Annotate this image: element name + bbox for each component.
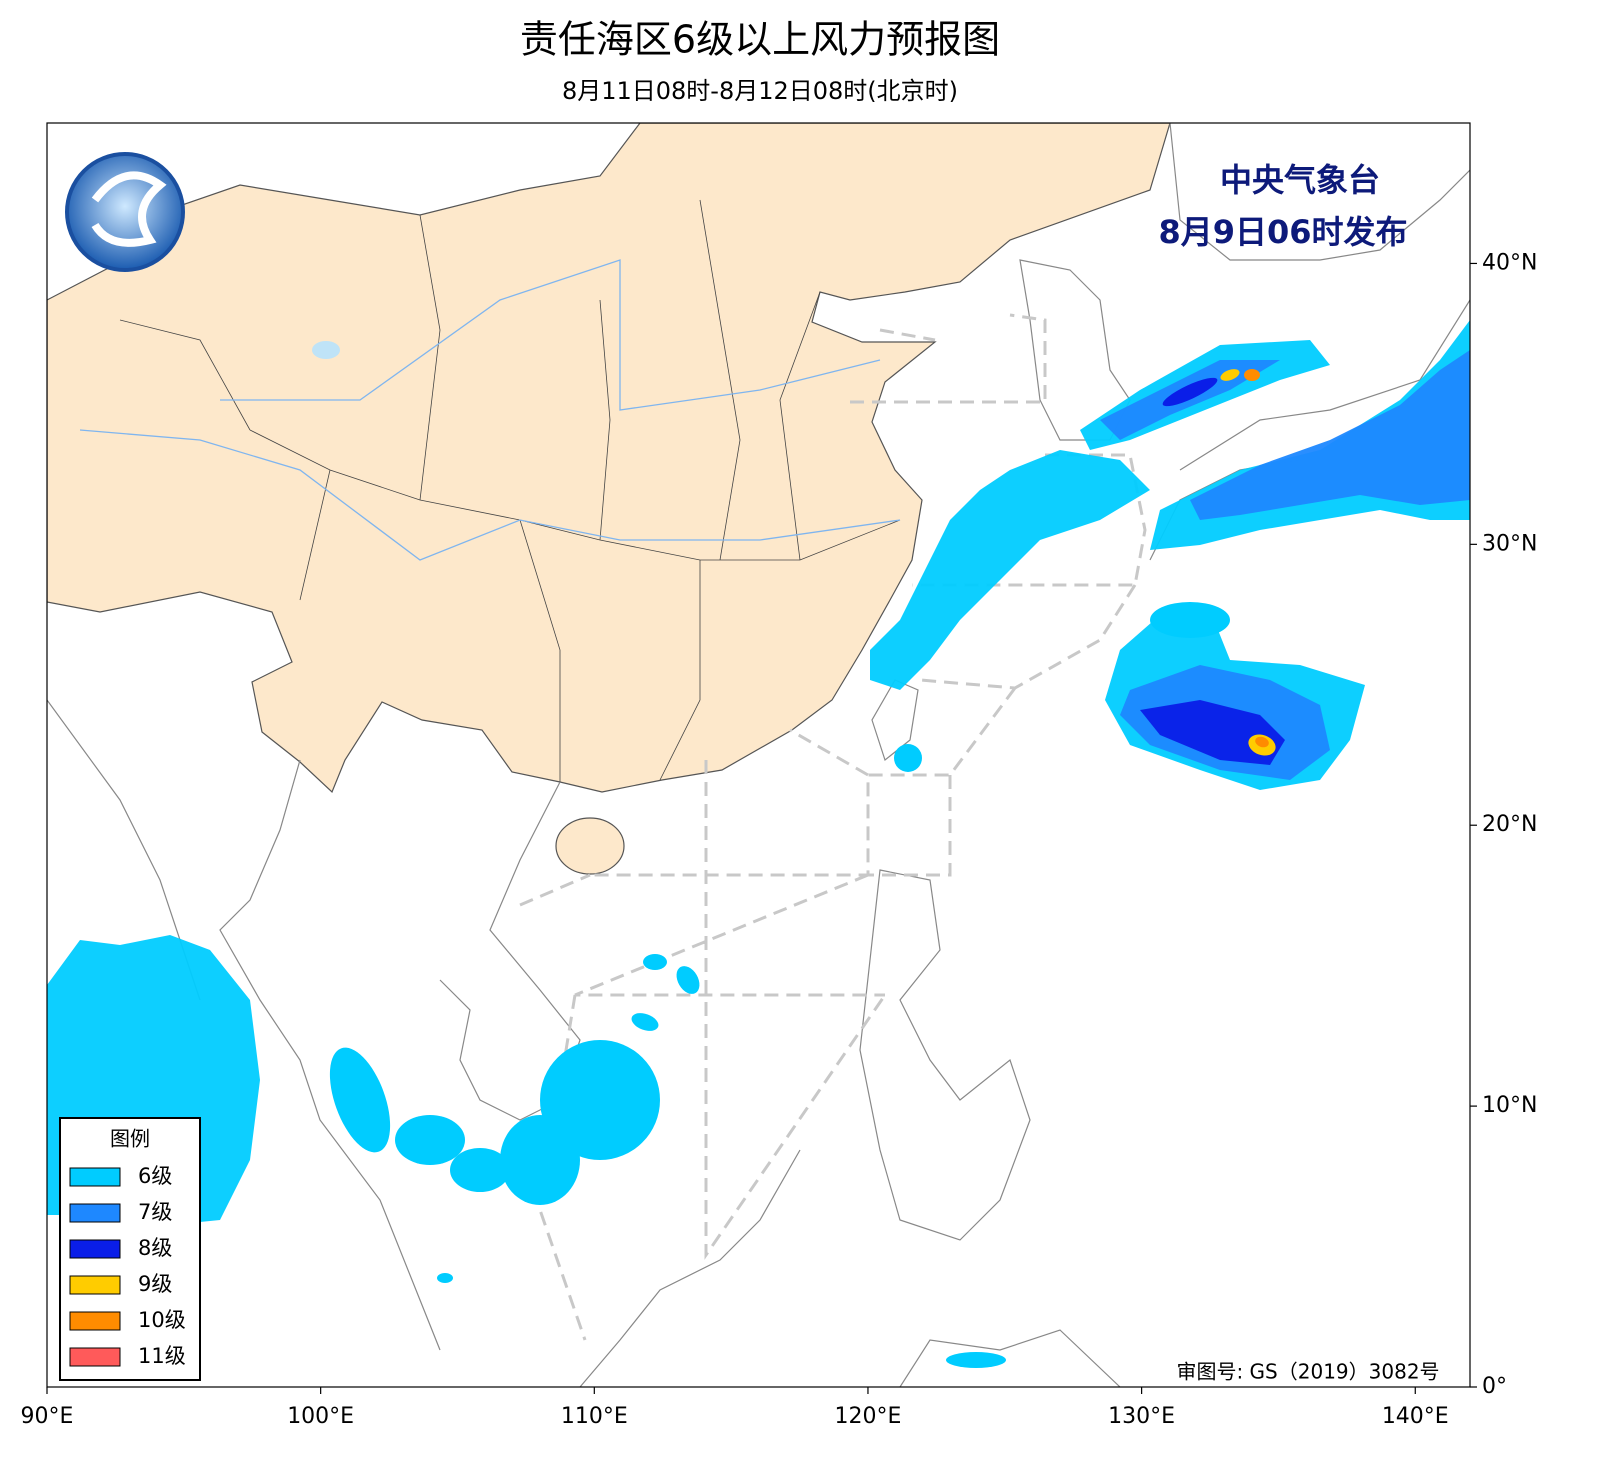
wind-area [540, 1040, 660, 1160]
legend-label: 7级 [138, 1200, 172, 1224]
wind-area [631, 1013, 659, 1031]
wind-area [1162, 377, 1218, 407]
review-number: 审图号: GS（2019）3082号 [1176, 1360, 1439, 1384]
legend-label: 6级 [138, 1164, 172, 1188]
wind-area [1220, 369, 1240, 381]
lake [312, 341, 340, 359]
issuer: 中央气象台 [1220, 161, 1380, 199]
axes: 90°E 100°E 110°E 120°E 130°E 140°E 0° 10°N 20°N 3… [21, 250, 1538, 1429]
wind-area [329, 1047, 391, 1153]
subtitle: 8月11日08时-8月12日08时(北京时) [562, 77, 958, 105]
wind-area [500, 1115, 580, 1205]
legend-label: 10级 [138, 1308, 186, 1332]
wind-area [894, 744, 922, 772]
wind-area [1255, 736, 1269, 748]
map-area [47, 123, 1470, 1387]
x-tick-label: 90°E [21, 1404, 74, 1429]
x-tick-label: 140°E [1382, 1404, 1449, 1429]
x-tick-label: 120°E [835, 1404, 902, 1429]
legend-title: 图例 [110, 1127, 150, 1151]
y-tick-label: 0° [1482, 1374, 1507, 1399]
map-frame [46, 122, 1471, 1388]
title: 责任海区6级以上风力预报图 [520, 18, 1000, 62]
wind-area [395, 1115, 465, 1165]
legend-label: 9级 [138, 1272, 172, 1296]
wind-area [450, 1148, 510, 1192]
hainan [555, 817, 625, 875]
legend-swatch [69, 1275, 121, 1295]
issue-time: 8月9日06时发布 [1158, 213, 1407, 251]
y-tick-label: 30°N [1482, 531, 1537, 556]
wind-area [1100, 360, 1280, 440]
x-tick-label: 110°E [561, 1404, 628, 1429]
legend-swatch [69, 1203, 121, 1223]
wind-area [437, 1273, 453, 1283]
legend-label: 8级 [138, 1236, 172, 1260]
logo [65, 152, 185, 272]
x-tick-label: 100°E [287, 1404, 354, 1429]
wind-area [1190, 350, 1470, 520]
wind-area [1244, 369, 1260, 381]
wind-area [1140, 700, 1285, 765]
wind-area [1150, 602, 1230, 638]
y-tick-label: 20°N [1482, 812, 1537, 837]
wind-area [870, 450, 1150, 690]
legend: 图例 6级 7级 8级 9级 10级 11级 [59, 1117, 201, 1381]
legend-swatch [69, 1311, 121, 1331]
wind-areas [47, 320, 1470, 1368]
wind-area [676, 966, 700, 994]
legend-swatch [69, 1167, 121, 1187]
x-tick-label: 130°E [1108, 1404, 1175, 1429]
china-land [47, 123, 1171, 794]
rivers [79, 259, 901, 561]
legend-swatch [69, 1239, 121, 1259]
legend-swatch [69, 1347, 121, 1367]
wind-area [643, 954, 667, 970]
province-borders [119, 199, 901, 782]
wind-area [946, 1352, 1006, 1368]
sea-area-boundaries [519, 313, 1147, 1341]
y-tick-label: 10°N [1482, 1093, 1537, 1118]
legend-label: 11级 [138, 1344, 186, 1368]
y-tick-label: 40°N [1482, 250, 1537, 275]
